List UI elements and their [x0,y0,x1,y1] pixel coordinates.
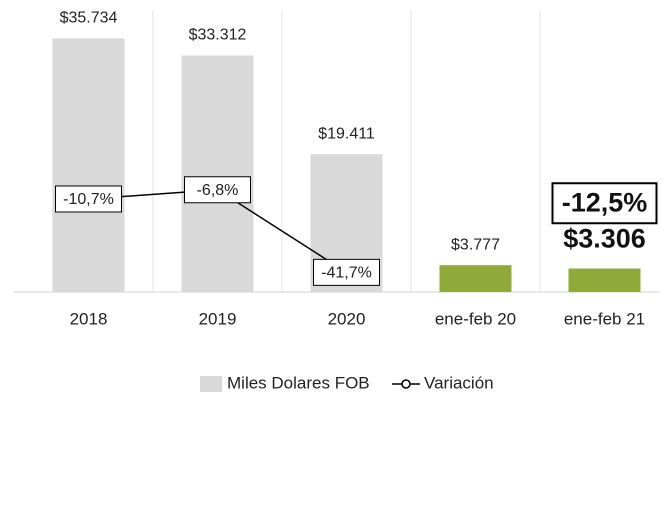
variation-label-box [313,258,380,286]
bar [181,55,254,292]
variation-label: -10,7% [63,191,114,208]
variation-label: -6,8% [197,182,239,199]
legend-swatch [200,376,222,392]
legend-marker [401,379,411,389]
x-tick-label: ene-feb 20 [435,309,516,328]
bar-value-label: $3.777 [451,236,500,253]
variation-label-box [184,176,251,204]
variation-label-box [551,182,658,225]
bar-value-label: $33.312 [189,27,247,44]
variation-label-box [55,185,122,213]
bar-value-label: $35.734 [60,10,118,27]
bar-value-label: $3.306 [563,224,646,254]
bar [439,265,512,292]
bar-value-label: $19.411 [318,125,375,142]
x-tick-label: 2020 [328,309,366,328]
legend-label: Miles Dolares FOB [227,373,370,392]
x-tick-label: ene-feb 21 [564,309,645,328]
x-tick-label: 2019 [199,309,237,328]
bar [52,38,125,292]
variation-label: -41,7% [321,265,372,282]
legend-label: Variación [424,373,494,392]
x-tick-label: 2018 [70,309,108,328]
bar [568,268,641,292]
variation-label: -12,5% [562,187,648,217]
